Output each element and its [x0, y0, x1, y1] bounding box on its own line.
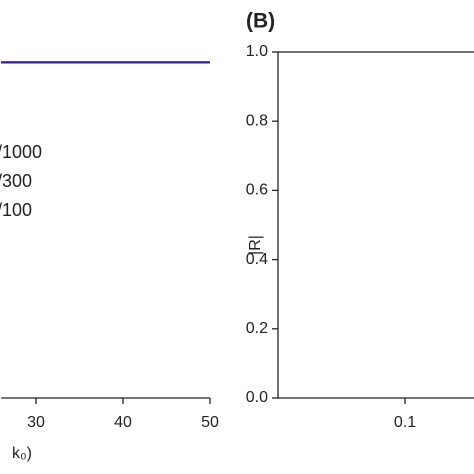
- y-tick-label: 0.6: [246, 182, 268, 199]
- y-tick-label: 0.2: [246, 320, 268, 337]
- y-tick-label: 0.4: [246, 251, 268, 268]
- y-tick-label: 0.8: [246, 112, 268, 129]
- x-tick-label: 40: [114, 414, 132, 431]
- y-tick-label: 1.0: [246, 43, 268, 60]
- panel-title: (B): [246, 10, 275, 33]
- legend-label: /1000: [0, 142, 42, 162]
- x-tick-label: 30: [27, 414, 45, 431]
- legend-label: /100: [0, 200, 32, 220]
- x-tick-label: 0.1: [394, 414, 416, 431]
- y-tick-label: 0.0: [246, 389, 268, 406]
- x-axis-label: k₀): [12, 445, 32, 462]
- axes-frame: [277, 51, 474, 399]
- x-tick-label: 50: [201, 414, 219, 431]
- legend-label: /300: [0, 171, 32, 191]
- y-axis-label: |R|: [247, 235, 264, 255]
